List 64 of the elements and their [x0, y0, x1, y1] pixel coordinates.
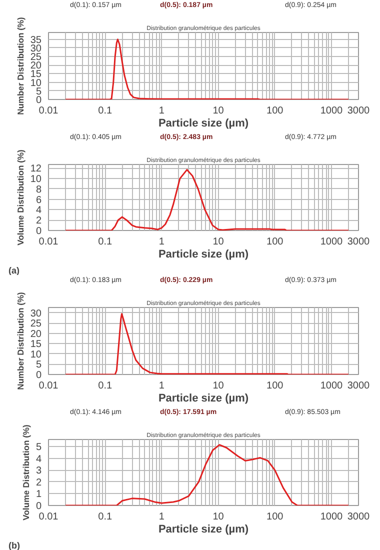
x-axis-title: Particle size (µm) — [158, 118, 249, 130]
x-axis-title: Particle size (µm) — [158, 392, 249, 404]
y-tick-label: 35 — [30, 34, 42, 46]
y-tick-label: 10 — [30, 174, 42, 186]
x-tick-label: 10 — [212, 512, 224, 522]
x-tick-label: 10 — [212, 380, 224, 392]
y-tick-label: 2 — [36, 477, 42, 488]
x-tick-label: 0.01 — [38, 380, 59, 392]
y-tick-label: 30 — [30, 43, 42, 54]
y-axis-title: Volume Distribution (%) — [20, 424, 31, 520]
x-tick-label: 100 — [266, 236, 284, 248]
x-tick-label: 0.01 — [38, 236, 59, 248]
y-tick-label: 5 — [36, 86, 42, 98]
y-tick-label: 6 — [36, 194, 42, 206]
x-tick-label: 3000 — [347, 380, 370, 392]
y-tick-label: 10 — [30, 78, 42, 89]
y-tick-label: 4 — [36, 205, 42, 216]
x-tick-label: 3000 — [347, 236, 370, 248]
y-tick-label: 12 — [30, 164, 42, 175]
y-tick-label: 3 — [36, 466, 42, 477]
x-tick-label: 0.1 — [98, 106, 112, 116]
text: (b) — [8, 540, 20, 550]
x-tick-label: 0.1 — [98, 512, 112, 522]
x-tick-label: 3000 — [347, 106, 370, 116]
x-tick-label: 1 — [158, 106, 165, 116]
text: (a) — [8, 266, 20, 276]
x-tick-label: 1000 — [320, 106, 344, 116]
x-tick-label: 1000 — [320, 512, 344, 522]
y-tick-label: 15 — [30, 339, 42, 350]
y-tick-label: 30 — [30, 308, 42, 320]
y-tick-label: 0 — [36, 501, 42, 512]
y-tick-label: 8 — [36, 184, 42, 196]
x-tick-label: 1 — [158, 380, 165, 392]
y-tick-label: 10 — [30, 349, 42, 360]
x-axis-title: Particle size (µm) — [158, 524, 249, 536]
x-axis-title: Particle size (µm) — [158, 248, 249, 260]
y-axis-title: Volume Distribution (%) — [15, 149, 26, 246]
x-tick-label: 1 — [158, 236, 165, 248]
x-tick-label: 1 — [158, 512, 165, 522]
y-tick-label: 5 — [36, 442, 42, 454]
y-tick-label: 4 — [36, 454, 42, 465]
y-tick-label: 0 — [36, 95, 42, 106]
y-tick-label: 2 — [36, 216, 42, 227]
x-tick-label: 100 — [266, 106, 284, 116]
x-tick-label: 100 — [266, 512, 284, 522]
x-tick-label: 3000 — [347, 512, 370, 522]
x-tick-label: 10 — [212, 106, 224, 116]
x-tick-label: 0.01 — [38, 512, 59, 522]
x-tick-label: 100 — [266, 380, 284, 392]
y-tick-label: 5 — [36, 360, 42, 371]
x-tick-label: 1000 — [320, 236, 344, 248]
x-tick-label: 0.1 — [98, 236, 112, 248]
y-tick-label: 0 — [36, 226, 42, 237]
x-tick-label: 1000 — [320, 380, 344, 392]
y-tick-label: 25 — [30, 318, 42, 330]
y-axis-title: Number Distribution (%) — [15, 16, 26, 115]
x-tick-label: 0.1 — [98, 380, 112, 392]
x-tick-label: 0.01 — [38, 106, 59, 116]
y-tick-label: 0 — [36, 370, 42, 381]
y-axis-title: Number Distribution (%) — [15, 292, 26, 390]
y-tick-label: 20 — [30, 328, 42, 340]
y-tick-label: 1 — [36, 489, 42, 500]
x-tick-label: 10 — [212, 236, 224, 248]
y-tick-label: 15 — [30, 69, 42, 80]
